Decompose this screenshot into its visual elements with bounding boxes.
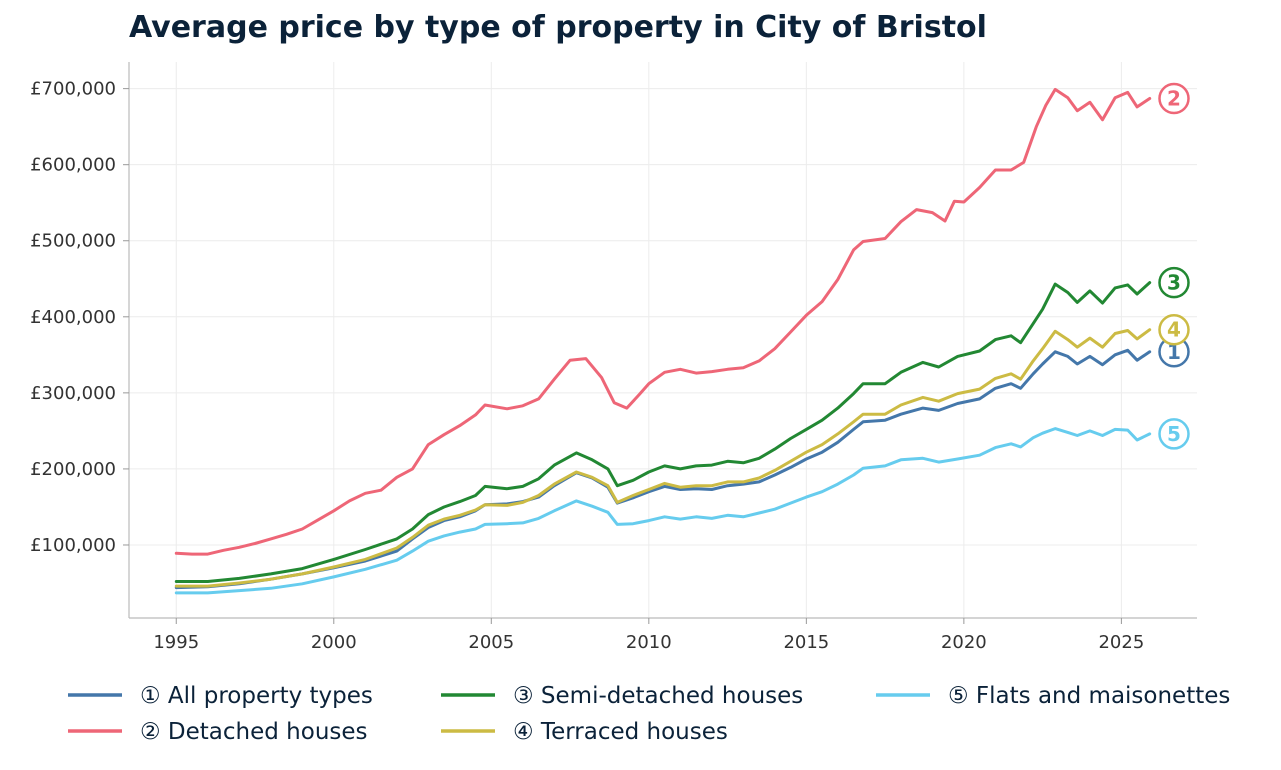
end-label-circle <box>1158 266 1190 299</box>
end-label-text: 1 <box>1167 340 1181 364</box>
axes: 1995 2000 2005 2010 2015 2020 2025 £100,000 £200… <box>30 62 1197 653</box>
x-tick-label: 1995 <box>153 632 199 653</box>
legend-item-4: ④ Terraced houses <box>441 719 728 745</box>
end-label-text: 5 <box>1167 422 1181 446</box>
legend-label: ① All property types <box>140 683 373 709</box>
chart-title: Average price by type of property in Cit… <box>129 10 987 45</box>
series-line-3 <box>174 281 1152 583</box>
end-label-circle <box>1158 82 1190 115</box>
end-label-2: 2 <box>1158 82 1190 115</box>
series-line-2 <box>174 87 1152 556</box>
legend: ① All property types ② Detached houses ③ S… <box>68 683 1230 745</box>
x-tick-label: 2000 <box>311 632 357 653</box>
legend-label: ③ Semi-detached houses <box>513 683 803 709</box>
end-label-3: 3 <box>1158 266 1190 299</box>
y-tick-label: £200,000 <box>30 459 116 480</box>
series-line-4 <box>174 328 1152 588</box>
y-tick-label: £300,000 <box>30 383 116 404</box>
x-tick-label: 2025 <box>1098 632 1144 653</box>
y-tick-label: £500,000 <box>30 231 116 252</box>
end-label-circle <box>1158 313 1190 346</box>
end-label-4: 4 <box>1158 313 1190 346</box>
series-lines <box>174 87 1152 595</box>
y-tick-label: £700,000 <box>30 79 116 100</box>
legend-label: ⑤ Flats and maisonettes <box>948 683 1230 709</box>
end-label-circle <box>1158 418 1190 450</box>
x-tick-label: 2010 <box>626 632 672 653</box>
end-label-1: 1 <box>1158 336 1190 368</box>
legend-item-2: ② Detached houses <box>68 719 368 745</box>
end-labels: 1 2 3 4 5 <box>1158 82 1190 450</box>
x-tick-label: 2015 <box>783 632 829 653</box>
y-tick-label: £100,000 <box>30 535 116 556</box>
end-label-text: 2 <box>1167 87 1181 111</box>
end-label-text: 4 <box>1167 318 1181 342</box>
y-tick-label: £600,000 <box>30 155 116 176</box>
x-tick-label: 2020 <box>941 632 987 653</box>
legend-item-3: ③ Semi-detached houses <box>441 683 803 709</box>
end-label-text: 3 <box>1167 271 1181 295</box>
y-tick-label: £400,000 <box>30 307 116 328</box>
series-line-5 <box>174 427 1152 595</box>
series-line-1 <box>174 348 1152 590</box>
legend-label: ② Detached houses <box>140 719 368 745</box>
legend-item-5: ⑤ Flats and maisonettes <box>876 683 1230 709</box>
end-label-5: 5 <box>1158 418 1190 450</box>
legend-label: ④ Terraced houses <box>513 719 728 745</box>
x-tick-label: 2005 <box>468 632 514 653</box>
legend-item-1: ① All property types <box>68 683 373 709</box>
